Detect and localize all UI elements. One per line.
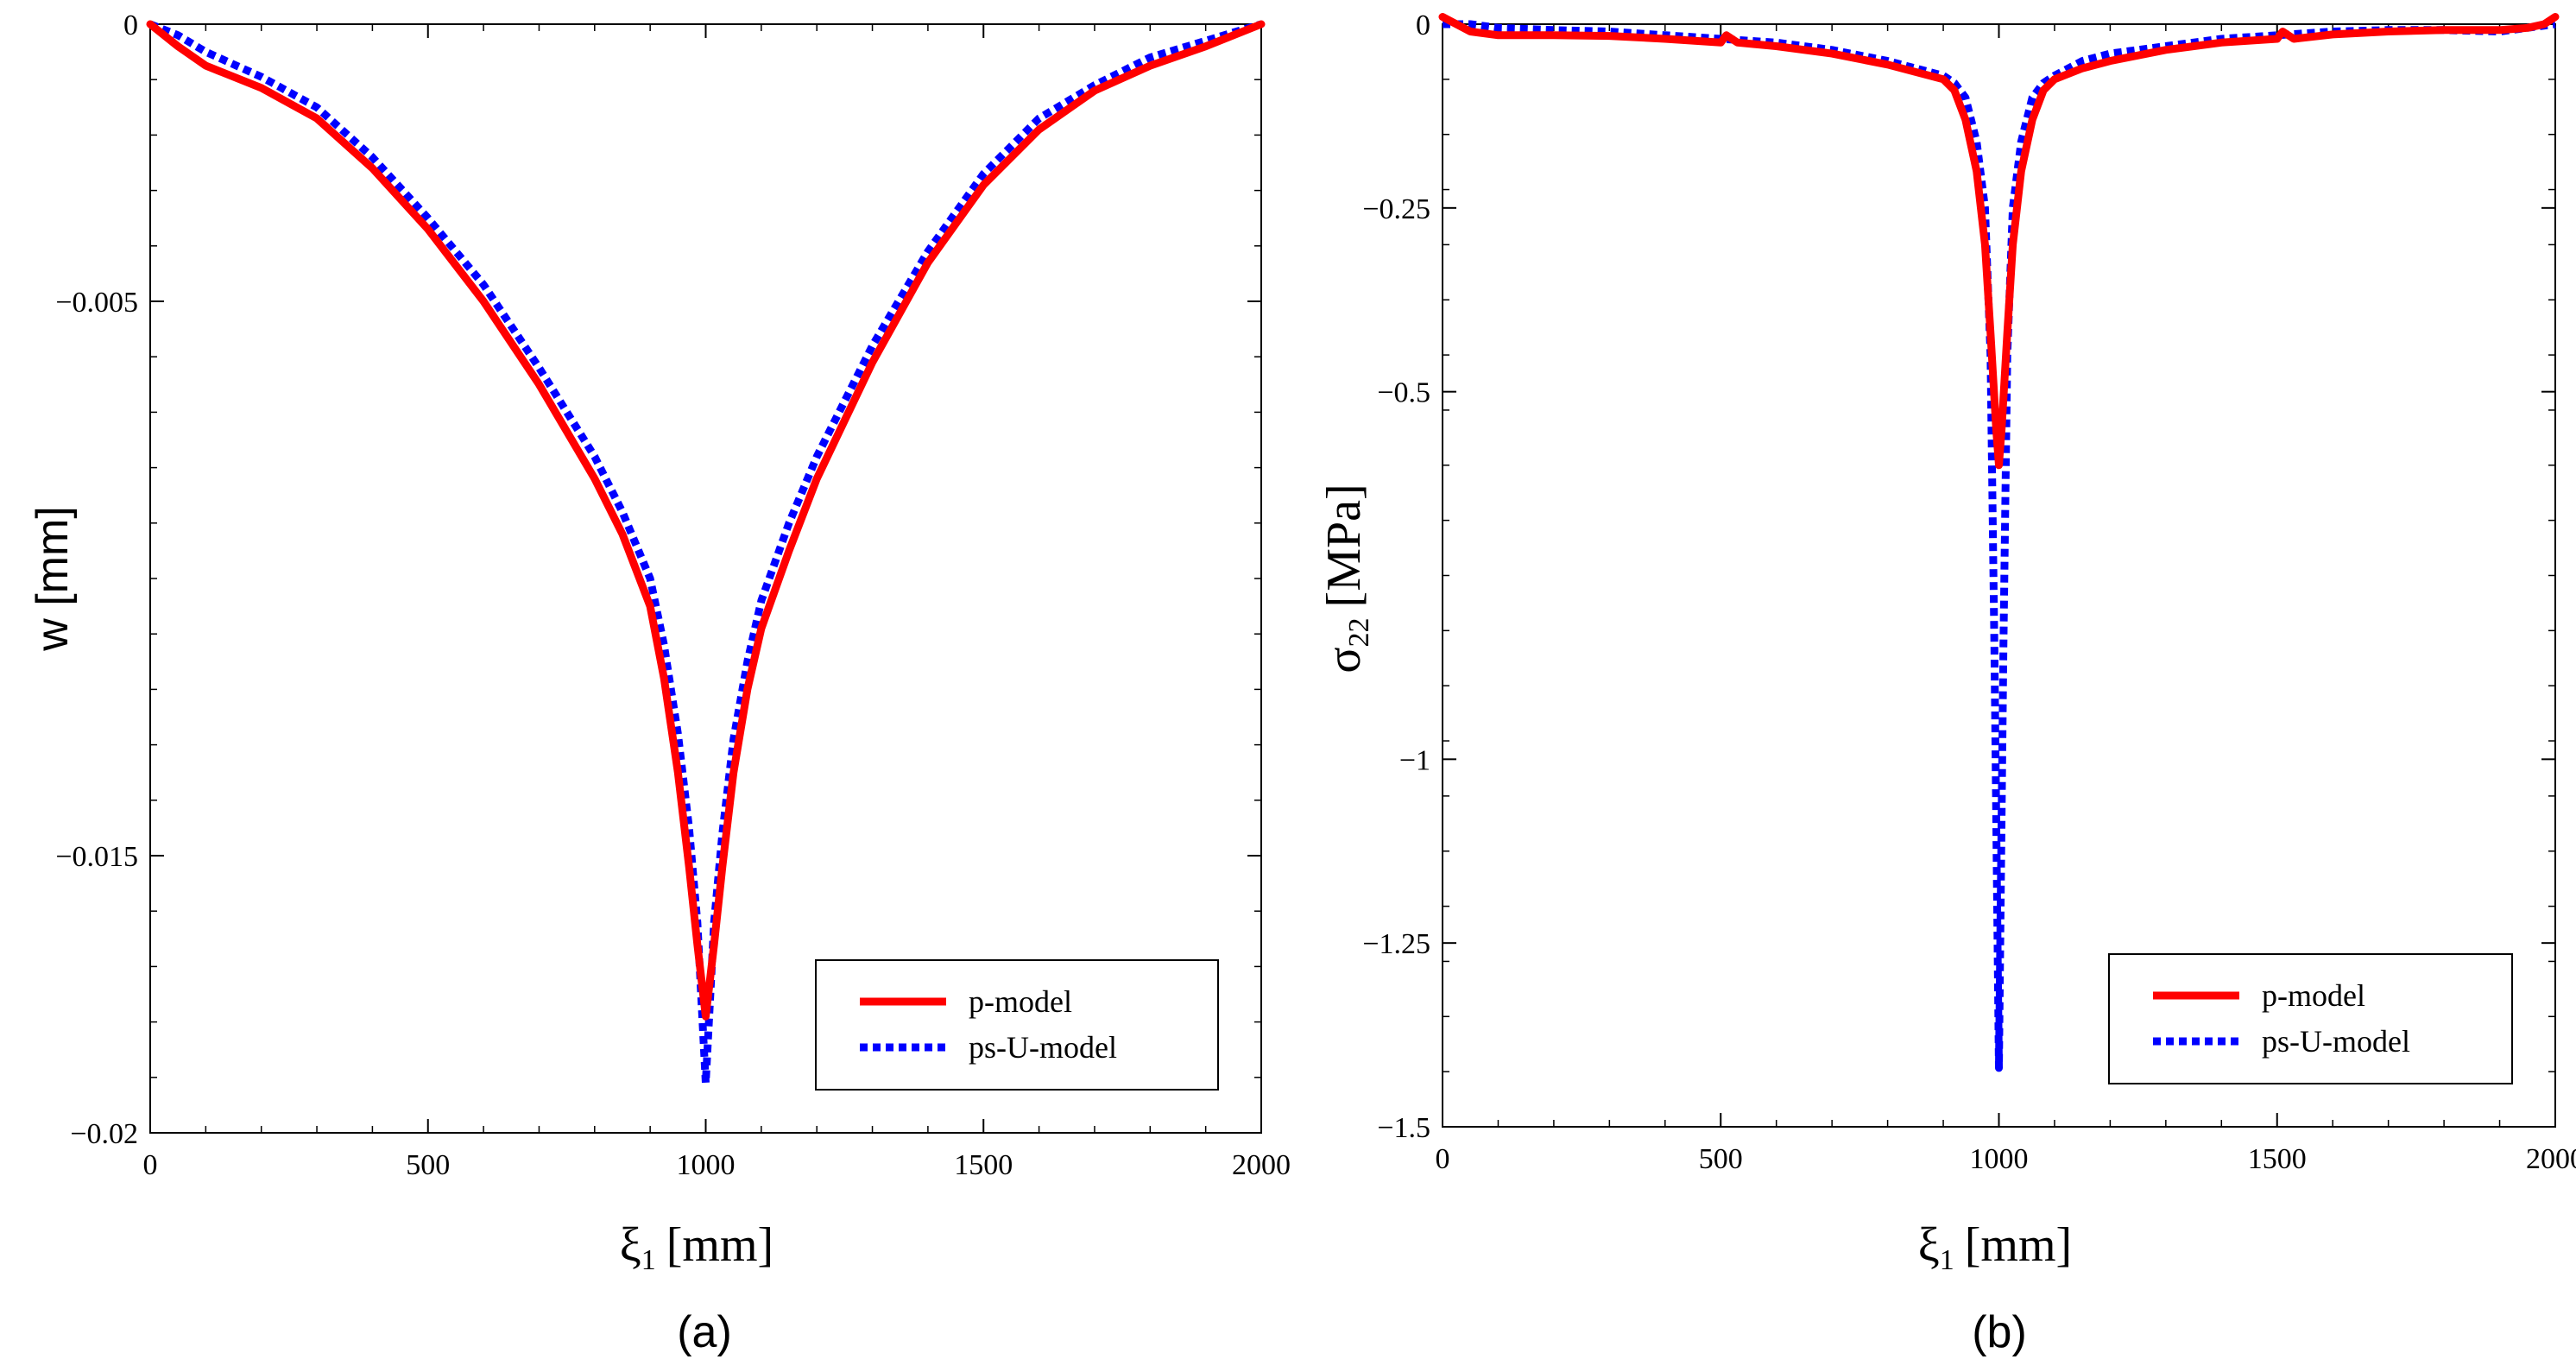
panel-b-x-symbol: ξ (1918, 1218, 1940, 1272)
panel-b-legend: p-model ps-U-model (2108, 953, 2513, 1084)
y-tick-label: −1 (1399, 744, 1430, 776)
panel-b-y-symbol: σ (1317, 647, 1371, 673)
x-tick-label: 1500 (2248, 1143, 2307, 1175)
panel-a-legend: p-model ps-U-model (815, 959, 1219, 1091)
panel-a-x-symbol: ξ (620, 1218, 641, 1272)
x-tick-label: 1000 (1970, 1143, 2029, 1175)
x-tick-label: 2000 (1232, 1149, 1291, 1181)
legend-label-p-model: p-model (969, 984, 1072, 1019)
series-line-ps-u-model (1443, 20, 2556, 1072)
legend-label-ps-u-model: ps-U-model (969, 1030, 1117, 1065)
series-line-ps-u-model (148, 20, 1263, 1087)
series-line-p-model (1438, 13, 2560, 470)
legend-box (815, 959, 1219, 1091)
x-tick-label: 2000 (2526, 1143, 2576, 1175)
panel-a-plot-area: 0 500 1000 1500 2000 0 −0.005 −0.015 −0.02 (55, 9, 1291, 1181)
panel-b-x-axis-title: ξ1 [mm] (1918, 1218, 2072, 1276)
y-tick-label: −0.005 (55, 287, 138, 319)
y-tick-label: −0.015 (55, 841, 138, 873)
panel-b: 0 500 1000 1500 2000 0 −0.25 −0.5 −1 −1.25 −1.5 p-… (1317, 9, 2576, 1357)
x-tick-label: 500 (1699, 1143, 1743, 1175)
x-tick-label: 0 (1436, 1143, 1450, 1175)
panel-b-y-axis-title: σ22 [MPa] (1317, 484, 1375, 673)
x-tick-label: 1500 (954, 1149, 1013, 1181)
y-tick-label: −0.25 (1362, 193, 1430, 225)
y-tick-label: 0 (123, 9, 138, 41)
y-tick-label: −0.02 (70, 1118, 138, 1150)
panel-a-x-unit: [mm] (666, 1218, 773, 1272)
y-tick-label: −0.5 (1377, 377, 1430, 409)
panel-a-x-subscript: 1 (641, 1244, 656, 1276)
panel-a-y-axis-title: w [mm] (28, 506, 78, 652)
legend-label-ps-u-model: ps-U-model (2262, 1024, 2410, 1059)
y-tick-label: 0 (1416, 9, 1430, 41)
x-tick-label: 0 (143, 1149, 158, 1181)
panel-a-x-axis-title: ξ1 [mm] (620, 1218, 773, 1276)
panel-b-x-unit: [mm] (1965, 1218, 2072, 1272)
y-tick-label: −1.25 (1362, 928, 1430, 960)
panel-b-label: (b) (1972, 1307, 2027, 1357)
x-tick-label: 500 (406, 1149, 450, 1181)
y-tick-label: −1.5 (1377, 1112, 1430, 1144)
series-line-p-model (146, 20, 1266, 1021)
legend-label-p-model: p-model (2262, 978, 2365, 1013)
panel-a-label: (a) (677, 1307, 732, 1357)
x-tick-label: 1000 (677, 1149, 736, 1181)
panel-b-y-subscript: 22 (1343, 617, 1375, 647)
panel-b-y-unit: [MPa] (1317, 484, 1371, 607)
legend-box (2108, 953, 2513, 1084)
panel-b-plot-area: 0 500 1000 1500 2000 0 −0.25 −0.5 −1 −1.25 −1.5 (1362, 9, 2576, 1175)
panel-b-x-subscript: 1 (1940, 1244, 1954, 1276)
panel-a: 0 500 1000 1500 2000 0 −0.005 −0.015 −0.02 p-mod… (28, 9, 1291, 1357)
